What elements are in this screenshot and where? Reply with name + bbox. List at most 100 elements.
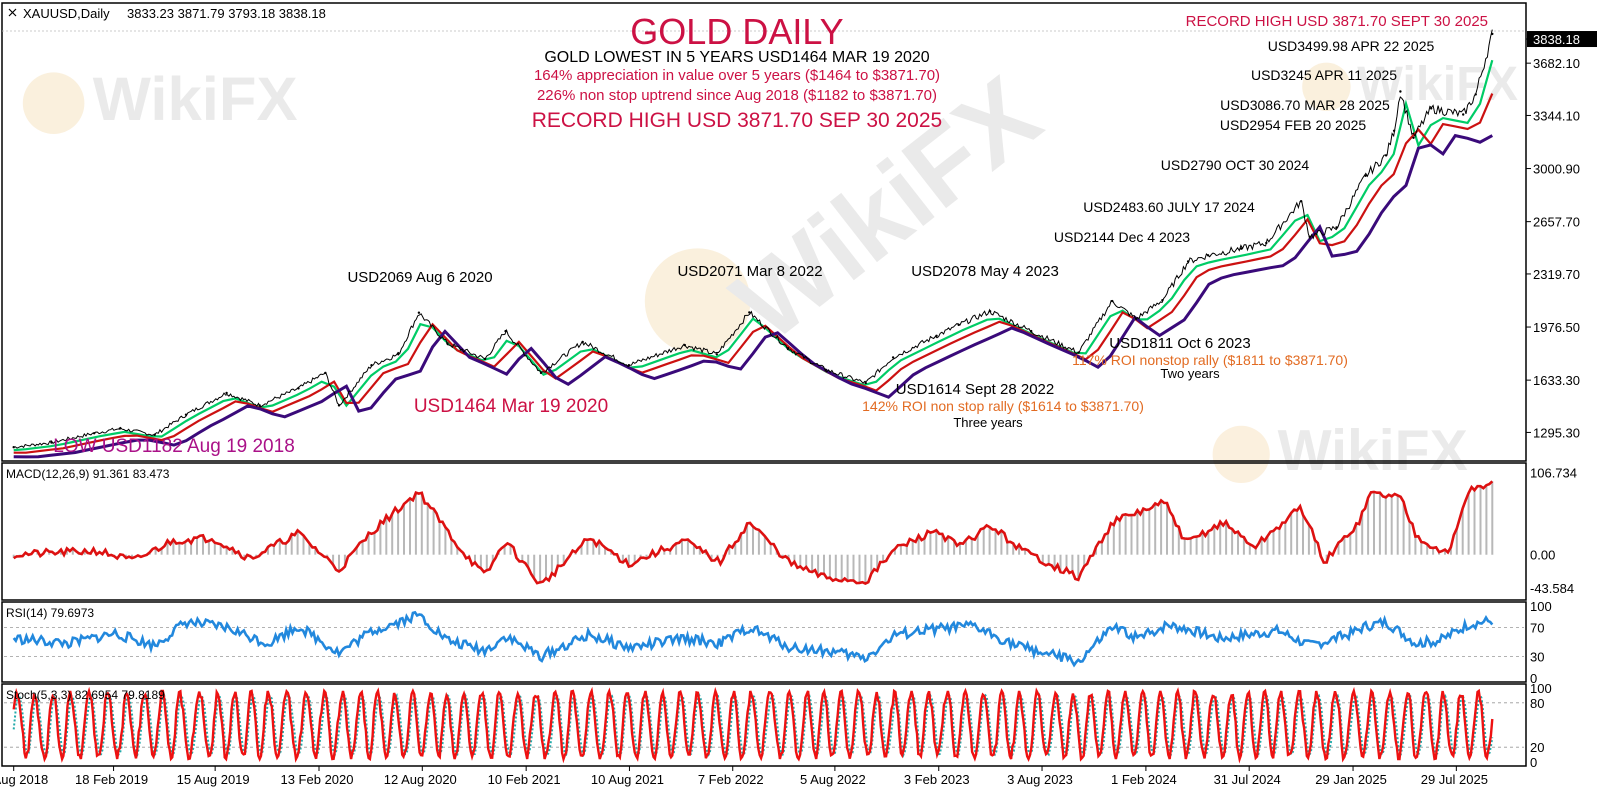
price-point bbox=[1186, 260, 1190, 263]
watermark-logo: WikiFX bbox=[1212, 419, 1468, 483]
price-point bbox=[1030, 329, 1033, 333]
price-point bbox=[12, 446, 15, 449]
y-tick-label: 1295.30 bbox=[1533, 425, 1580, 440]
annotation: USD3499.98 APR 22 2025 bbox=[1268, 38, 1435, 54]
price-layer bbox=[12, 29, 1494, 459]
price-point bbox=[715, 353, 718, 356]
x-tick-label: 7 Feb 2022 bbox=[698, 772, 764, 787]
annotation: USD3245 APR 11 2025 bbox=[1251, 67, 1397, 83]
price-point bbox=[225, 391, 228, 395]
price-point bbox=[1240, 247, 1243, 250]
y-tick-label: 3682.10 bbox=[1533, 56, 1580, 71]
price-point bbox=[1161, 299, 1164, 302]
price-point bbox=[1335, 226, 1338, 229]
price-point bbox=[297, 387, 300, 390]
price-point bbox=[324, 371, 327, 375]
annotation: USD2069 Aug 6 2020 bbox=[347, 269, 492, 286]
annotation: 117% ROI nonstop rally ($1811 to $3871.7… bbox=[1072, 352, 1348, 368]
annotation: USD2954 FEB 20 2025 bbox=[1220, 117, 1367, 133]
rsi-y-tick-label: 70 bbox=[1530, 621, 1544, 636]
price-point bbox=[446, 342, 449, 345]
annotation: Two years bbox=[1160, 366, 1220, 381]
watermark-logo-icon bbox=[1302, 62, 1351, 111]
x-tick-label: 3 Aug 2023 bbox=[1007, 772, 1073, 787]
watermark-text: WikiFX bbox=[1278, 419, 1468, 483]
price-point bbox=[1399, 90, 1402, 93]
x-tick-label: 10 Aug 2021 bbox=[591, 772, 664, 787]
x-tick-label: 10 Feb 2021 bbox=[488, 772, 561, 787]
title-line-1: GOLD LOWEST IN 5 YEARS USD1464 MAR 19 20… bbox=[544, 49, 929, 66]
annotation: USD1614 Sept 28 2022 bbox=[896, 381, 1054, 398]
price-point bbox=[1491, 32, 1494, 36]
y-tick-label: 2657.70 bbox=[1533, 215, 1580, 230]
price-point bbox=[1308, 235, 1311, 238]
annotation: USD2790 OCT 30 2024 bbox=[1161, 157, 1310, 173]
price-point bbox=[417, 311, 421, 314]
y-tick-label: 3000.90 bbox=[1533, 162, 1580, 177]
price-point bbox=[1462, 113, 1465, 116]
stoch-y-tick-label: 0 bbox=[1530, 755, 1537, 770]
price-point bbox=[683, 343, 686, 347]
price-point bbox=[1474, 93, 1477, 96]
price-point bbox=[397, 353, 400, 356]
y-tick-label: 3344.10 bbox=[1533, 108, 1580, 123]
symbol-marker-icon bbox=[8, 8, 17, 17]
price-point bbox=[988, 310, 992, 313]
annotation: USD2078 May 4 2023 bbox=[911, 263, 1059, 280]
x-tick-label: 5 Aug 2022 bbox=[800, 772, 866, 787]
price-point bbox=[1206, 254, 1210, 257]
price-point bbox=[824, 368, 827, 371]
price-point bbox=[153, 433, 156, 436]
macd-label: MACD(12,26,9) 91.361 83.473 bbox=[6, 467, 170, 481]
annotation: 142% ROI non stop rally ($1614 to $3871.… bbox=[862, 398, 1144, 414]
stoch-y-tick-label: 80 bbox=[1530, 696, 1544, 711]
macd-y-tick-label: -43.584 bbox=[1530, 581, 1574, 596]
price-point bbox=[786, 347, 790, 350]
y-tick-label: 1976.50 bbox=[1533, 320, 1580, 335]
price-point bbox=[1299, 200, 1303, 203]
x-tick-label: 13 Feb 2020 bbox=[280, 772, 353, 787]
price-point bbox=[1384, 154, 1388, 157]
rsi-line bbox=[12, 610, 1494, 668]
rsi-label: RSI(14) 79.6973 bbox=[6, 606, 94, 620]
rsi-panel-frame bbox=[1, 601, 1527, 683]
macd-layer: 106.734 0.00 -43.584 bbox=[12, 466, 1577, 596]
title-line-3: 226% non stop uptrend since Aug 2018 ($1… bbox=[537, 87, 937, 104]
annotation: USD2483.60 JULY 17 2024 bbox=[1083, 199, 1255, 215]
current-price-box bbox=[1527, 31, 1597, 48]
record-high-top: RECORD HIGH USD 3871.70 SEPT 30 2025 bbox=[1186, 13, 1488, 30]
symbol-label: XAUUSD,Daily bbox=[23, 6, 110, 21]
macd-y-tick-label: 0.00 bbox=[1530, 548, 1555, 563]
rsi-y-tick-label: 100 bbox=[1530, 599, 1552, 614]
price-point bbox=[118, 427, 122, 430]
price-point bbox=[1364, 174, 1367, 177]
price-point bbox=[1077, 351, 1080, 354]
y-tick-label: 3838.18 bbox=[1533, 32, 1580, 47]
x-tick-label: 31 Jul 2024 bbox=[1214, 772, 1281, 787]
price-point bbox=[627, 364, 631, 367]
rsi-layer: 100 70 30 0 bbox=[4, 599, 1552, 686]
x-tick-label: 15 Aug 2019 bbox=[177, 772, 250, 787]
ohlc-values: 3833.23 3871.79 3793.18 3838.18 bbox=[127, 6, 326, 21]
watermark-text: WikiFX bbox=[93, 65, 298, 134]
price-point bbox=[539, 371, 543, 375]
watermark-logo-icon bbox=[22, 72, 85, 134]
price-point bbox=[957, 323, 960, 327]
symbol-header: XAUUSD,Daily 3833.23 3871.79 3793.18 383… bbox=[8, 6, 326, 21]
price-point bbox=[935, 334, 938, 337]
rsi-y-tick-label: 0 bbox=[1530, 671, 1537, 686]
rsi-y-tick-label: 30 bbox=[1530, 649, 1544, 664]
annotation: USD1811 Oct 6 2023 bbox=[1109, 335, 1250, 352]
annotation: LOW USD1182 Aug 19 2018 bbox=[53, 436, 295, 457]
x-tick-label: 29 Jul 2025 bbox=[1421, 772, 1488, 787]
x-tick-label: 18 Feb 2019 bbox=[75, 772, 148, 787]
chart-title: GOLD DAILY bbox=[630, 11, 843, 52]
stoch-y-tick-label: 100 bbox=[1530, 681, 1552, 696]
price-point bbox=[1430, 107, 1433, 110]
price-point bbox=[748, 311, 751, 314]
x-tick-label: 12 Aug 2020 bbox=[384, 772, 457, 787]
price-point bbox=[50, 441, 53, 444]
x-tick-label: 29 Jan 2025 bbox=[1315, 772, 1387, 787]
price-point bbox=[184, 413, 188, 416]
